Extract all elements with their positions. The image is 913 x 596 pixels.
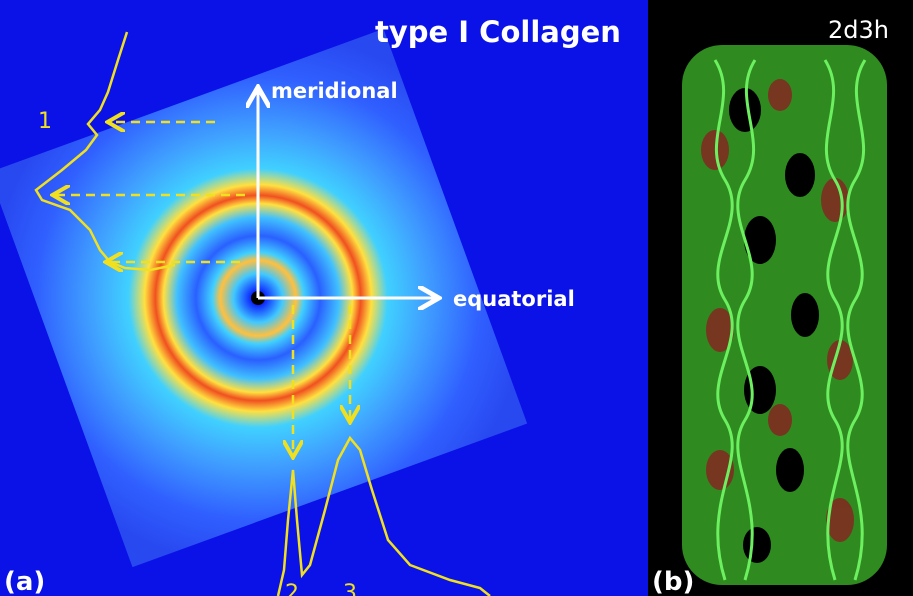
shape [821,178,849,222]
pdb-id: 2d3h [828,16,889,44]
peak-label: 2 [285,581,299,596]
figure: type I Collagen meridional equatorial 1 … [0,0,913,596]
page: type I Collagen meridional equatorial 1 … [0,0,913,596]
panel-label: (a) [4,567,45,596]
molecule-surface [682,45,887,585]
shape [768,79,792,111]
panel-label: (b) [652,567,694,596]
axis-label: equatorial [453,287,575,311]
shape [743,527,771,563]
shape [729,88,761,132]
shape [791,293,819,337]
shape [776,448,804,492]
axis-label: meridional [271,79,398,103]
title: type I Collagen [375,15,621,49]
shape [768,404,792,436]
shape [785,153,815,197]
peak-label: 1 [38,109,52,134]
peak-label: 3 [343,581,357,596]
